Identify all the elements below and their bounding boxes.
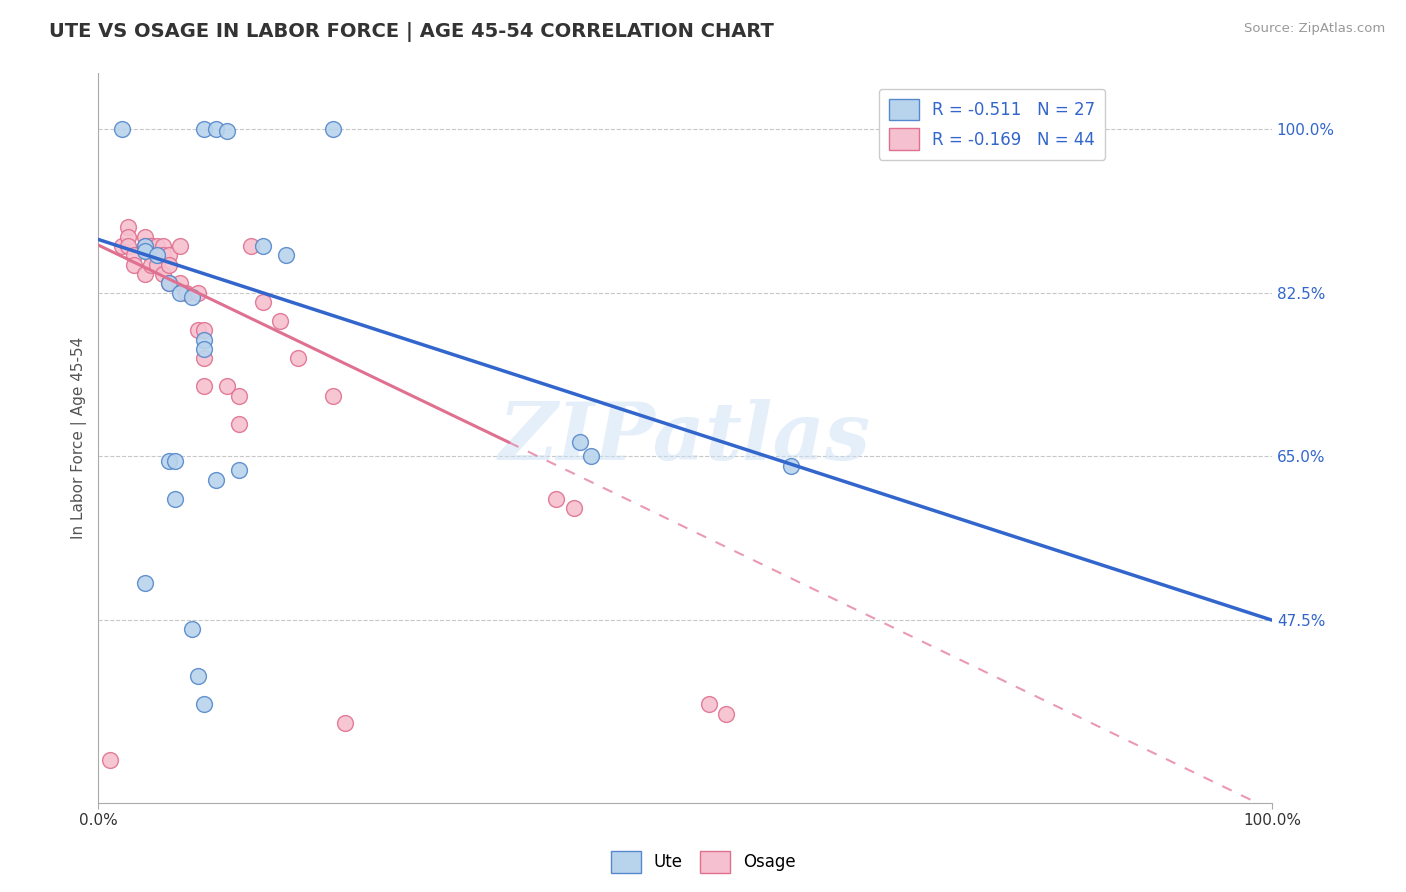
Point <box>157 248 180 262</box>
Point <box>568 435 591 450</box>
Point <box>193 698 215 712</box>
Point <box>117 229 139 244</box>
Point <box>157 454 180 468</box>
Point <box>146 248 169 262</box>
Point <box>152 239 174 253</box>
Point <box>287 351 309 366</box>
Point <box>146 258 169 272</box>
Legend: Ute, Osage: Ute, Osage <box>603 845 803 880</box>
Point <box>152 248 174 262</box>
Point <box>193 323 215 337</box>
Point <box>134 229 156 244</box>
Point <box>111 122 134 136</box>
Point <box>141 239 163 253</box>
Point <box>269 314 291 328</box>
Point <box>228 389 250 403</box>
Point <box>98 754 121 768</box>
Point <box>169 285 191 300</box>
Point <box>322 122 344 136</box>
Point <box>193 333 215 347</box>
Point <box>204 473 226 487</box>
Point <box>169 277 191 291</box>
Point <box>193 342 215 356</box>
Point <box>146 239 169 253</box>
Text: Source: ZipAtlas.com: Source: ZipAtlas.com <box>1244 22 1385 36</box>
Point <box>111 239 134 253</box>
Point <box>193 122 215 136</box>
Point <box>187 323 209 337</box>
Point <box>193 351 215 366</box>
Text: ZIPatlas: ZIPatlas <box>499 399 872 476</box>
Point <box>157 258 180 272</box>
Y-axis label: In Labor Force | Age 45-54: In Labor Force | Age 45-54 <box>72 336 87 539</box>
Point <box>134 267 156 281</box>
Point <box>146 248 169 262</box>
Point <box>141 248 163 262</box>
Point <box>779 458 801 473</box>
Point <box>157 277 180 291</box>
Point <box>122 248 145 262</box>
Point <box>141 258 163 272</box>
Point <box>228 463 250 477</box>
Point <box>152 267 174 281</box>
Point <box>163 454 186 468</box>
Point <box>581 450 603 464</box>
Point <box>181 623 204 637</box>
Point <box>157 277 180 291</box>
Legend: R = -0.511   N = 27, R = -0.169   N = 44: R = -0.511 N = 27, R = -0.169 N = 44 <box>879 88 1105 160</box>
Point <box>544 491 567 506</box>
Point <box>193 379 215 393</box>
Point <box>204 122 226 136</box>
Text: UTE VS OSAGE IN LABOR FORCE | AGE 45-54 CORRELATION CHART: UTE VS OSAGE IN LABOR FORCE | AGE 45-54 … <box>49 22 775 42</box>
Point <box>716 706 738 721</box>
Point <box>252 295 274 310</box>
Point <box>176 285 198 300</box>
Point <box>134 575 156 590</box>
Point <box>252 239 274 253</box>
Point <box>134 244 156 258</box>
Point <box>187 285 209 300</box>
Point <box>134 239 156 253</box>
Point <box>333 716 356 731</box>
Point <box>228 417 250 431</box>
Point <box>697 698 720 712</box>
Point <box>181 290 204 304</box>
Point <box>239 239 262 253</box>
Point <box>322 389 344 403</box>
Point <box>141 239 163 253</box>
Point <box>274 248 297 262</box>
Point <box>562 500 585 515</box>
Point <box>117 220 139 235</box>
Point <box>122 258 145 272</box>
Point <box>217 379 239 393</box>
Point <box>163 491 186 506</box>
Point <box>169 239 191 253</box>
Point <box>187 669 209 683</box>
Point <box>217 124 239 138</box>
Point <box>134 239 156 253</box>
Point <box>117 239 139 253</box>
